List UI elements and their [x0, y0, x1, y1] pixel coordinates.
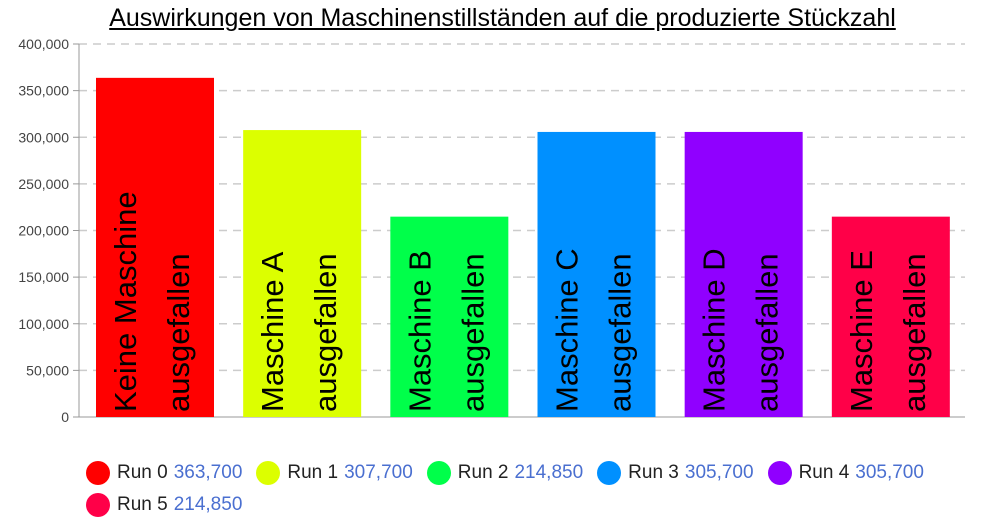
legend-series-name: Run 1 — [287, 462, 339, 483]
chart-title: Auswirkungen von Maschinenstillständen a… — [109, 4, 896, 32]
bar-label: ausgefallen — [308, 253, 343, 412]
bar-label: ausgefallen — [603, 253, 638, 412]
bar-label: Keine Maschine — [108, 191, 143, 412]
legend-item[interactable]: Run 2 214,850 — [426, 458, 584, 488]
y-tick-label: 150,000 — [18, 269, 69, 285]
legend-series-name: Run 0 — [117, 462, 168, 483]
legend-swatch — [767, 461, 792, 485]
bar-label: ausgefallen — [750, 253, 785, 412]
y-tick-label: 50,000 — [26, 362, 69, 378]
legend-series-value: 307,700 — [344, 462, 413, 483]
bar — [390, 216, 509, 417]
legend-swatch — [426, 461, 451, 485]
legend-item[interactable]: Run 0 363,700 — [86, 458, 242, 488]
bar-label: Maschine C — [550, 248, 585, 412]
legend-series-value: 214,850 — [514, 462, 584, 483]
y-tick-label: 250,000 — [18, 176, 69, 192]
grid-layer — [79, 43, 965, 372]
legend-series-name: Run 5 — [117, 494, 168, 515]
legend-series-value: 305,700 — [684, 462, 754, 483]
bar-label: Maschine A — [255, 251, 290, 412]
bar — [537, 131, 656, 417]
legend-item[interactable]: Run 3 305,700 — [597, 458, 754, 488]
legend-series-name: Run 2 — [457, 462, 509, 483]
bar — [831, 216, 950, 417]
legend-series-name: Run 3 — [628, 462, 679, 483]
y-tick-label: 0 — [61, 409, 69, 425]
bar — [684, 131, 803, 417]
y-tick-label: 400,000 — [18, 36, 69, 52]
legend-swatch — [597, 461, 622, 485]
y-tick-label: 300,000 — [18, 129, 69, 145]
bars-layer — [96, 77, 950, 418]
bar-labels-layer: Keine Maschine ausgefallen Maschine A ausge… — [108, 191, 932, 412]
legend: Run 0 363,700 Run 1 307,700 Run 2 214,850 Run … — [86, 458, 1001, 522]
legend-item[interactable]: Run 5 214,850 — [86, 490, 242, 520]
bar-chart: 0 50,000 100,000 150,000 200,000 250,000 300,0… — [18, 36, 965, 425]
y-tick-label: 100,000 — [18, 316, 69, 332]
axis-layer: 0 50,000 100,000 150,000 200,000 250,000 300,0… — [18, 36, 965, 425]
bar-label: Maschine E — [844, 250, 879, 412]
legend-swatch — [86, 461, 110, 485]
legend-swatch — [256, 461, 281, 485]
bar-label: Maschine B — [402, 250, 437, 412]
y-tick-label: 350,000 — [18, 83, 69, 99]
bar-label: ausgefallen — [897, 253, 932, 412]
legend-series-value: 214,850 — [173, 494, 243, 515]
legend-item[interactable]: Run 4 305,700 — [767, 458, 924, 488]
bar — [96, 77, 214, 418]
y-tick-label: 200,000 — [18, 223, 69, 239]
legend-swatch — [86, 493, 110, 517]
legend-series-value: 305,700 — [855, 462, 924, 483]
bar-label: ausgefallen — [455, 253, 490, 412]
legend-series-value: 363,700 — [173, 462, 243, 483]
bar-label: Maschine D — [697, 248, 732, 412]
bar-label: ausgefallen — [161, 253, 196, 412]
legend-series-name: Run 4 — [798, 462, 850, 483]
bar — [243, 130, 362, 417]
legend-item[interactable]: Run 1 307,700 — [256, 458, 413, 488]
